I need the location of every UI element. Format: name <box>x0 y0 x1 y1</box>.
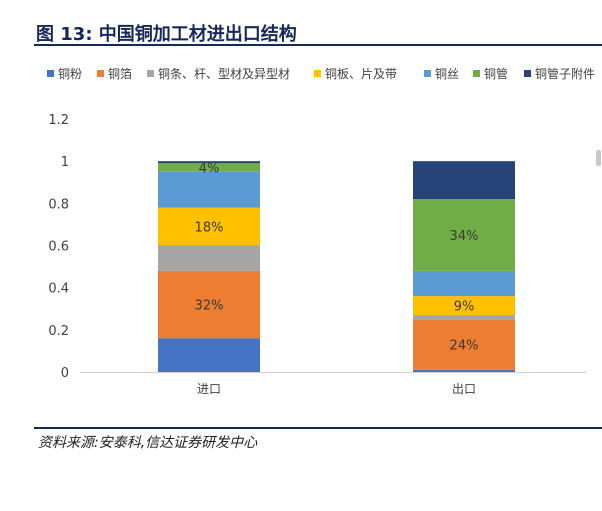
figure-header: 图 13: 中国铜加工材进出口结构 <box>34 14 602 46</box>
legend-label: 铜粉 <box>58 66 82 81</box>
bar-segment <box>413 296 515 316</box>
legend-swatch <box>524 70 531 77</box>
legend-label: 铜管 <box>484 66 508 81</box>
y-tick-label: 1 <box>61 155 69 170</box>
bar-segment <box>158 207 260 246</box>
bar-segment <box>158 270 260 339</box>
stacked-bar-chart: 铜粉 铜箔 铜条、杆、型材及异型材 铜板、片及带 铜丝 铜管 铜管子附件 0 0.2 0.4 0.… <box>47 66 595 396</box>
legend-swatch <box>314 70 321 77</box>
legend-label: 铜板、片及带 <box>325 66 397 81</box>
y-tick-label: 0.6 <box>48 240 69 255</box>
legend-label: 铜箔 <box>108 66 132 81</box>
source-note: 资料来源:安泰科,信达证券研发中心 <box>38 435 258 451</box>
bar-segment <box>158 161 260 164</box>
legend-swatch <box>97 70 104 77</box>
data-label: 18% <box>195 221 224 236</box>
data-label: 4% <box>199 161 220 176</box>
bar-segment <box>413 270 515 297</box>
bar-segment <box>158 338 260 372</box>
title-rule <box>34 44 602 46</box>
y-tick-label: 0.2 <box>48 324 69 339</box>
legend-label: 铜条、杆、型材及异型材 <box>158 66 290 81</box>
y-tick-label: 0 <box>61 366 69 381</box>
bar-segment <box>158 171 260 208</box>
bar-stacks <box>158 161 515 372</box>
legend-swatch <box>424 70 431 77</box>
bar-segment <box>413 369 515 372</box>
legend-swatch <box>147 70 154 77</box>
bar-segment <box>413 199 515 271</box>
bar-segment <box>413 319 515 370</box>
source-rule <box>34 427 602 429</box>
legend-swatch <box>47 70 54 77</box>
y-tick-label: 0.4 <box>48 282 69 297</box>
legend-label: 铜管子附件 <box>535 66 595 81</box>
x-axis: 进口 出口 <box>80 372 586 396</box>
data-labels: 32% 18% 4% 24% 9% 34% <box>195 161 479 353</box>
legend-label: 铜丝 <box>435 66 459 81</box>
data-label: 34% <box>450 229 479 244</box>
figure-title: 图 13: 中国铜加工材进出口结构 <box>36 24 297 45</box>
bar-segment <box>158 245 260 271</box>
scrollbar-thumb[interactable] <box>596 150 601 166</box>
y-tick-label: 0.8 <box>48 197 69 212</box>
y-axis: 0 0.2 0.4 0.6 0.8 1 1.2 <box>48 113 69 381</box>
legend-swatch <box>473 70 480 77</box>
bar-segment <box>158 163 260 172</box>
data-label: 32% <box>195 299 224 314</box>
x-category-label: 出口 <box>452 382 476 396</box>
y-tick-label: 1.2 <box>48 113 69 128</box>
x-category-label: 进口 <box>197 382 221 396</box>
data-label: 9% <box>454 300 475 315</box>
bar-segment <box>413 161 515 200</box>
bar-segment <box>413 315 515 320</box>
data-label: 24% <box>450 339 479 354</box>
chart-legend: 铜粉 铜箔 铜条、杆、型材及异型材 铜板、片及带 铜丝 铜管 铜管子附件 <box>47 66 595 81</box>
